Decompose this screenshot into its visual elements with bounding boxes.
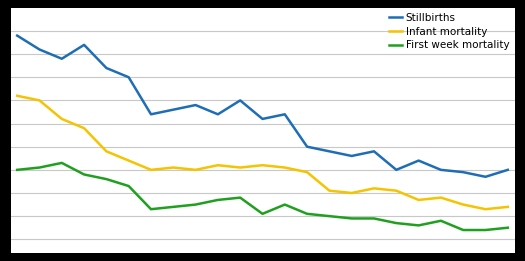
First week mortality: [215, 198, 221, 201]
Infant mortality: [304, 171, 310, 174]
Stillbirths: [59, 57, 65, 60]
Stillbirths: [14, 34, 20, 37]
Line: Infant mortality: Infant mortality: [17, 96, 508, 209]
Infant mortality: [349, 191, 355, 194]
Stillbirths: [36, 48, 43, 51]
Stillbirths: [281, 113, 288, 116]
First week mortality: [103, 177, 110, 181]
Stillbirths: [259, 117, 266, 121]
Stillbirths: [125, 76, 132, 79]
Stillbirths: [148, 113, 154, 116]
Stillbirths: [81, 43, 87, 46]
Infant mortality: [415, 198, 422, 201]
First week mortality: [460, 228, 466, 232]
First week mortality: [14, 168, 20, 171]
Infant mortality: [170, 166, 176, 169]
First week mortality: [259, 212, 266, 215]
Stillbirths: [326, 150, 332, 153]
Infant mortality: [125, 159, 132, 162]
Infant mortality: [215, 164, 221, 167]
Infant mortality: [326, 189, 332, 192]
Infant mortality: [36, 99, 43, 102]
Infant mortality: [237, 166, 244, 169]
Infant mortality: [103, 150, 110, 153]
Stillbirths: [237, 99, 244, 102]
First week mortality: [505, 226, 511, 229]
Line: Stillbirths: Stillbirths: [17, 35, 508, 177]
Line: First week mortality: First week mortality: [17, 163, 508, 230]
Infant mortality: [438, 196, 444, 199]
Infant mortality: [505, 205, 511, 209]
First week mortality: [59, 161, 65, 164]
First week mortality: [438, 219, 444, 222]
Infant mortality: [393, 189, 400, 192]
First week mortality: [326, 215, 332, 218]
Infant mortality: [460, 203, 466, 206]
Stillbirths: [393, 168, 400, 171]
First week mortality: [349, 217, 355, 220]
Stillbirths: [505, 168, 511, 171]
Stillbirths: [349, 155, 355, 158]
First week mortality: [170, 205, 176, 209]
Stillbirths: [170, 108, 176, 111]
Infant mortality: [14, 94, 20, 97]
Infant mortality: [371, 187, 377, 190]
First week mortality: [148, 208, 154, 211]
First week mortality: [482, 228, 489, 232]
First week mortality: [237, 196, 244, 199]
Infant mortality: [482, 208, 489, 211]
First week mortality: [415, 224, 422, 227]
Stillbirths: [415, 159, 422, 162]
First week mortality: [125, 185, 132, 188]
Infant mortality: [281, 166, 288, 169]
Infant mortality: [59, 117, 65, 121]
Legend: Stillbirths, Infant mortality, First week mortality: Stillbirths, Infant mortality, First wee…: [387, 11, 511, 52]
Stillbirths: [193, 103, 199, 106]
First week mortality: [36, 166, 43, 169]
First week mortality: [81, 173, 87, 176]
First week mortality: [304, 212, 310, 215]
First week mortality: [193, 203, 199, 206]
Infant mortality: [148, 168, 154, 171]
Infant mortality: [193, 168, 199, 171]
Stillbirths: [371, 150, 377, 153]
Infant mortality: [81, 127, 87, 130]
Stillbirths: [438, 168, 444, 171]
Stillbirths: [103, 67, 110, 70]
First week mortality: [281, 203, 288, 206]
Stillbirths: [460, 171, 466, 174]
Infant mortality: [259, 164, 266, 167]
First week mortality: [371, 217, 377, 220]
Stillbirths: [482, 175, 489, 178]
First week mortality: [393, 222, 400, 225]
Stillbirths: [215, 113, 221, 116]
Stillbirths: [304, 145, 310, 148]
